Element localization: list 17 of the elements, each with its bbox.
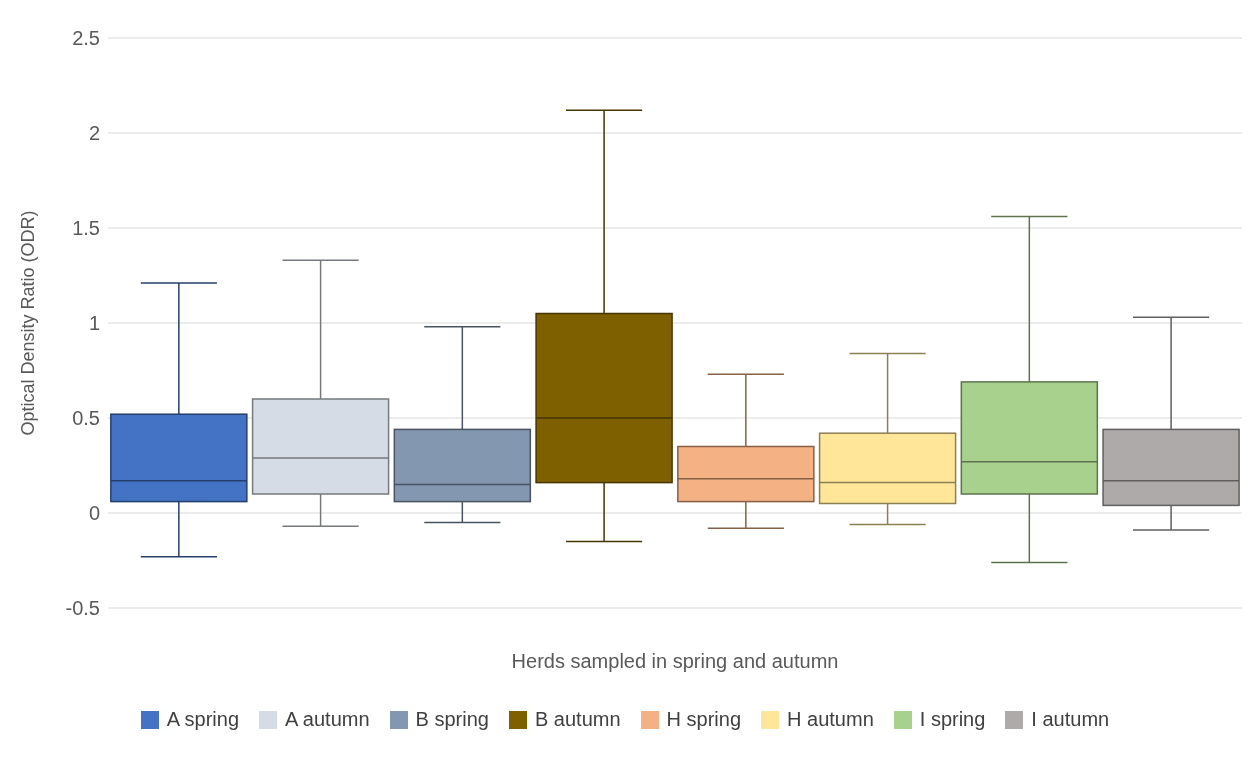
y-tick-label: 2.5 <box>72 27 100 50</box>
legend-label: B autumn <box>534 708 621 731</box>
y-tick-label: 1.5 <box>72 217 100 240</box>
legend-label: B spring <box>415 708 489 731</box>
y-tick-label: -0.5 <box>65 597 100 620</box>
legend-label: A autumn <box>285 708 370 731</box>
y-tick-label: 2 <box>88 122 100 145</box>
legend-label: H spring <box>666 708 742 731</box>
legend-label: I autumn <box>1031 708 1110 731</box>
y-tick-label: 1 <box>88 312 100 335</box>
y-axis-title: Optical Density Ratio (ODR) <box>18 210 39 436</box>
y-tick-label: 0 <box>88 502 100 525</box>
y-tick-label: 0.5 <box>72 407 100 430</box>
legend-label: H autumn <box>787 708 874 731</box>
x-axis-title: Herds sampled in spring and autumn <box>511 650 839 672</box>
legend-label: A spring <box>166 708 240 731</box>
legend-label: I spring <box>919 708 986 731</box>
